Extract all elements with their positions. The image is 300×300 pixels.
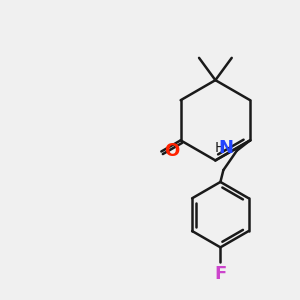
Text: F: F: [214, 265, 226, 283]
Text: N: N: [218, 140, 233, 158]
Text: O: O: [164, 142, 179, 160]
Text: H: H: [215, 141, 226, 155]
